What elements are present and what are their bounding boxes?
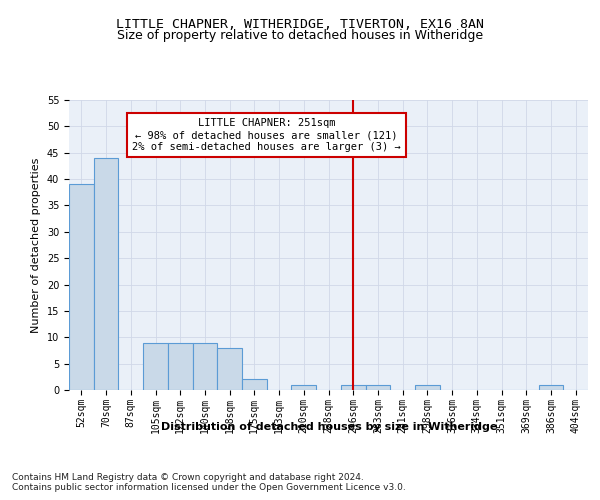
Bar: [94, 158, 118, 390]
Bar: [69, 184, 94, 390]
Y-axis label: Number of detached properties: Number of detached properties: [31, 158, 41, 332]
Bar: [242, 380, 267, 390]
Bar: [143, 342, 168, 390]
Text: Size of property relative to detached houses in Witheridge: Size of property relative to detached ho…: [117, 29, 483, 42]
Text: LITTLE CHAPNER, WITHERIDGE, TIVERTON, EX16 8AN: LITTLE CHAPNER, WITHERIDGE, TIVERTON, EX…: [116, 18, 484, 30]
Bar: [217, 348, 242, 390]
Text: Contains HM Land Registry data © Crown copyright and database right 2024.
Contai: Contains HM Land Registry data © Crown c…: [12, 472, 406, 492]
Text: LITTLE CHAPNER: 251sqm
← 98% of detached houses are smaller (121)
2% of semi-det: LITTLE CHAPNER: 251sqm ← 98% of detached…: [133, 118, 401, 152]
Bar: [365, 384, 390, 390]
Text: Distribution of detached houses by size in Witheridge: Distribution of detached houses by size …: [161, 422, 497, 432]
Bar: [415, 384, 440, 390]
Bar: [193, 342, 217, 390]
Bar: [341, 384, 365, 390]
Bar: [292, 384, 316, 390]
Bar: [168, 342, 193, 390]
Bar: [539, 384, 563, 390]
